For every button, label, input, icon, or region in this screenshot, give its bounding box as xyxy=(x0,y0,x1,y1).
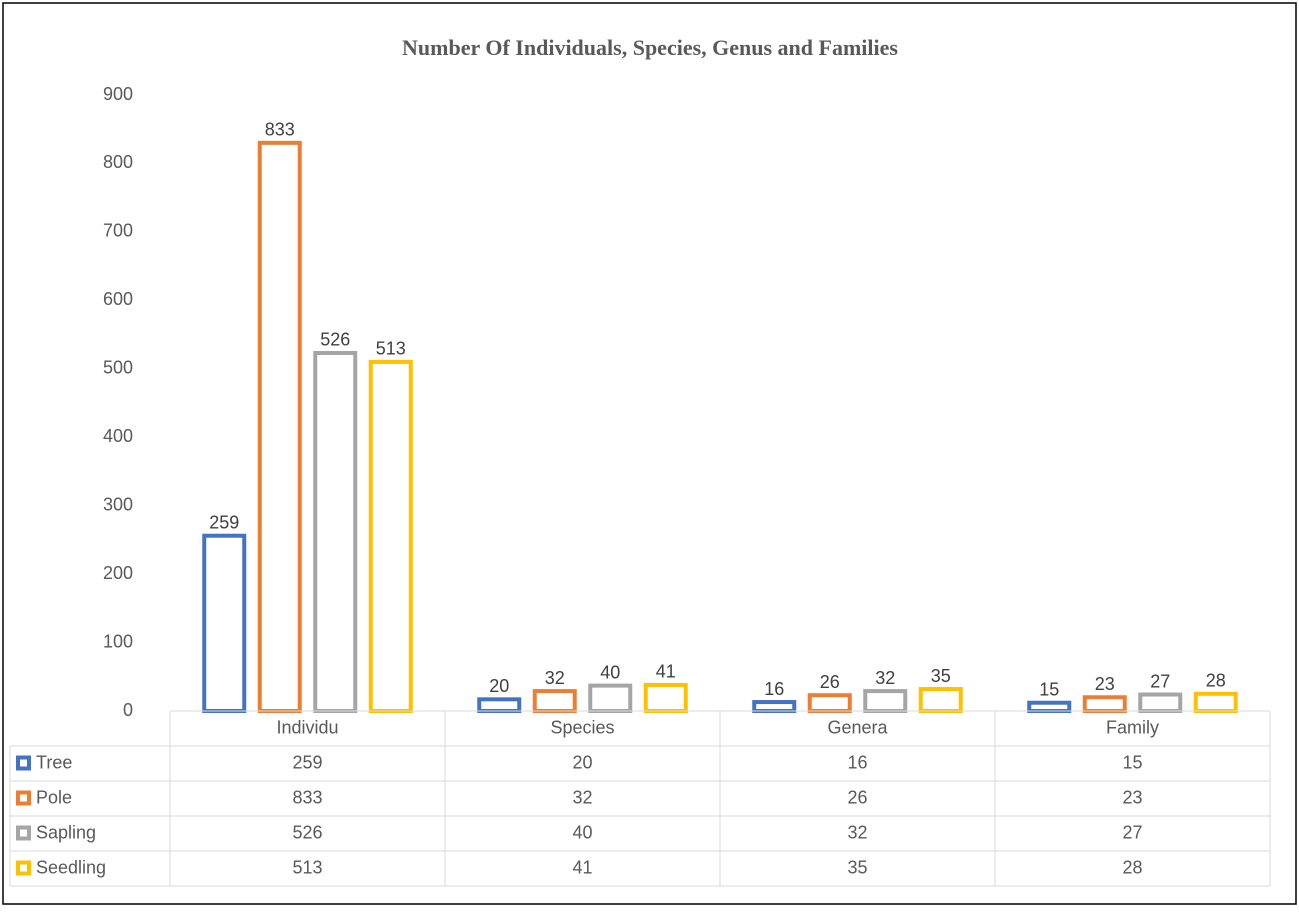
x-tick-label: Family xyxy=(1106,717,1159,737)
y-tick-label: 500 xyxy=(103,358,133,378)
bar xyxy=(643,682,688,714)
data-label: 32 xyxy=(875,668,895,688)
table-cell: 27 xyxy=(1122,822,1142,842)
legend-label: Seedling xyxy=(36,857,106,877)
data-label: 833 xyxy=(265,120,295,140)
bar xyxy=(257,140,302,713)
bar xyxy=(202,533,247,713)
bar xyxy=(1027,700,1072,714)
y-tick-label: 800 xyxy=(103,152,133,172)
data-label: 526 xyxy=(320,330,350,350)
data-label: 28 xyxy=(1206,671,1226,691)
data-label: 16 xyxy=(764,679,784,699)
bar xyxy=(588,683,633,713)
bar xyxy=(477,697,522,713)
table-cell: 526 xyxy=(292,822,322,842)
legend-label: Tree xyxy=(36,752,72,772)
table-cell: 35 xyxy=(847,857,867,877)
table-cell: 41 xyxy=(572,857,592,877)
table-cell: 32 xyxy=(572,787,592,807)
bar xyxy=(1193,691,1238,714)
data-label: 15 xyxy=(1039,679,1059,699)
legend-label: Sapling xyxy=(36,822,96,842)
legend-key xyxy=(16,755,31,771)
y-tick-label: 300 xyxy=(103,494,133,514)
table-cell: 15 xyxy=(1122,752,1142,772)
y-tick-label: 400 xyxy=(103,426,133,446)
x-tick-label: Individu xyxy=(276,717,338,737)
y-tick-label: 0 xyxy=(123,700,133,720)
y-tick-label: 200 xyxy=(103,563,133,583)
legend-key xyxy=(16,790,31,806)
table-cell: 23 xyxy=(1122,787,1142,807)
y-tick-label: 100 xyxy=(103,631,133,651)
data-label: 35 xyxy=(931,666,951,686)
y-tick-label: 900 xyxy=(103,84,133,104)
table-cell: 26 xyxy=(847,787,867,807)
y-tick-label: 700 xyxy=(103,221,133,241)
bar xyxy=(918,687,963,713)
x-tick-label: Species xyxy=(550,717,614,737)
bar xyxy=(752,700,797,713)
table-cell: 40 xyxy=(572,822,592,842)
legend-label: Pole xyxy=(36,787,72,807)
chart-title: Number Of Individuals, Species, Genus an… xyxy=(402,35,898,60)
x-tick-label: Genera xyxy=(827,717,888,737)
data-label: 32 xyxy=(545,668,565,688)
table-cell: 833 xyxy=(292,787,322,807)
table-cell: 32 xyxy=(847,822,867,842)
data-label: 20 xyxy=(489,676,509,696)
table-cell: 28 xyxy=(1122,857,1142,877)
y-tick-label: 600 xyxy=(103,289,133,309)
bar xyxy=(368,359,413,713)
legend-key xyxy=(16,860,31,876)
data-label: 40 xyxy=(600,662,620,682)
data-label: 27 xyxy=(1150,671,1170,691)
bar xyxy=(863,689,908,713)
table-cell: 259 xyxy=(292,752,322,772)
data-label: 259 xyxy=(209,512,239,532)
legend-key xyxy=(16,825,31,841)
table-cell: 20 xyxy=(572,752,592,772)
bar xyxy=(532,689,577,713)
data-label: 23 xyxy=(1095,674,1115,694)
bar xyxy=(807,693,852,714)
data-label: 26 xyxy=(820,672,840,692)
data-label: 41 xyxy=(656,662,676,682)
bar xyxy=(313,350,358,713)
table-cell: 513 xyxy=(292,857,322,877)
bar xyxy=(1138,692,1183,714)
data-label: 513 xyxy=(376,339,406,359)
bar xyxy=(1082,695,1127,713)
table-cell: 16 xyxy=(847,752,867,772)
